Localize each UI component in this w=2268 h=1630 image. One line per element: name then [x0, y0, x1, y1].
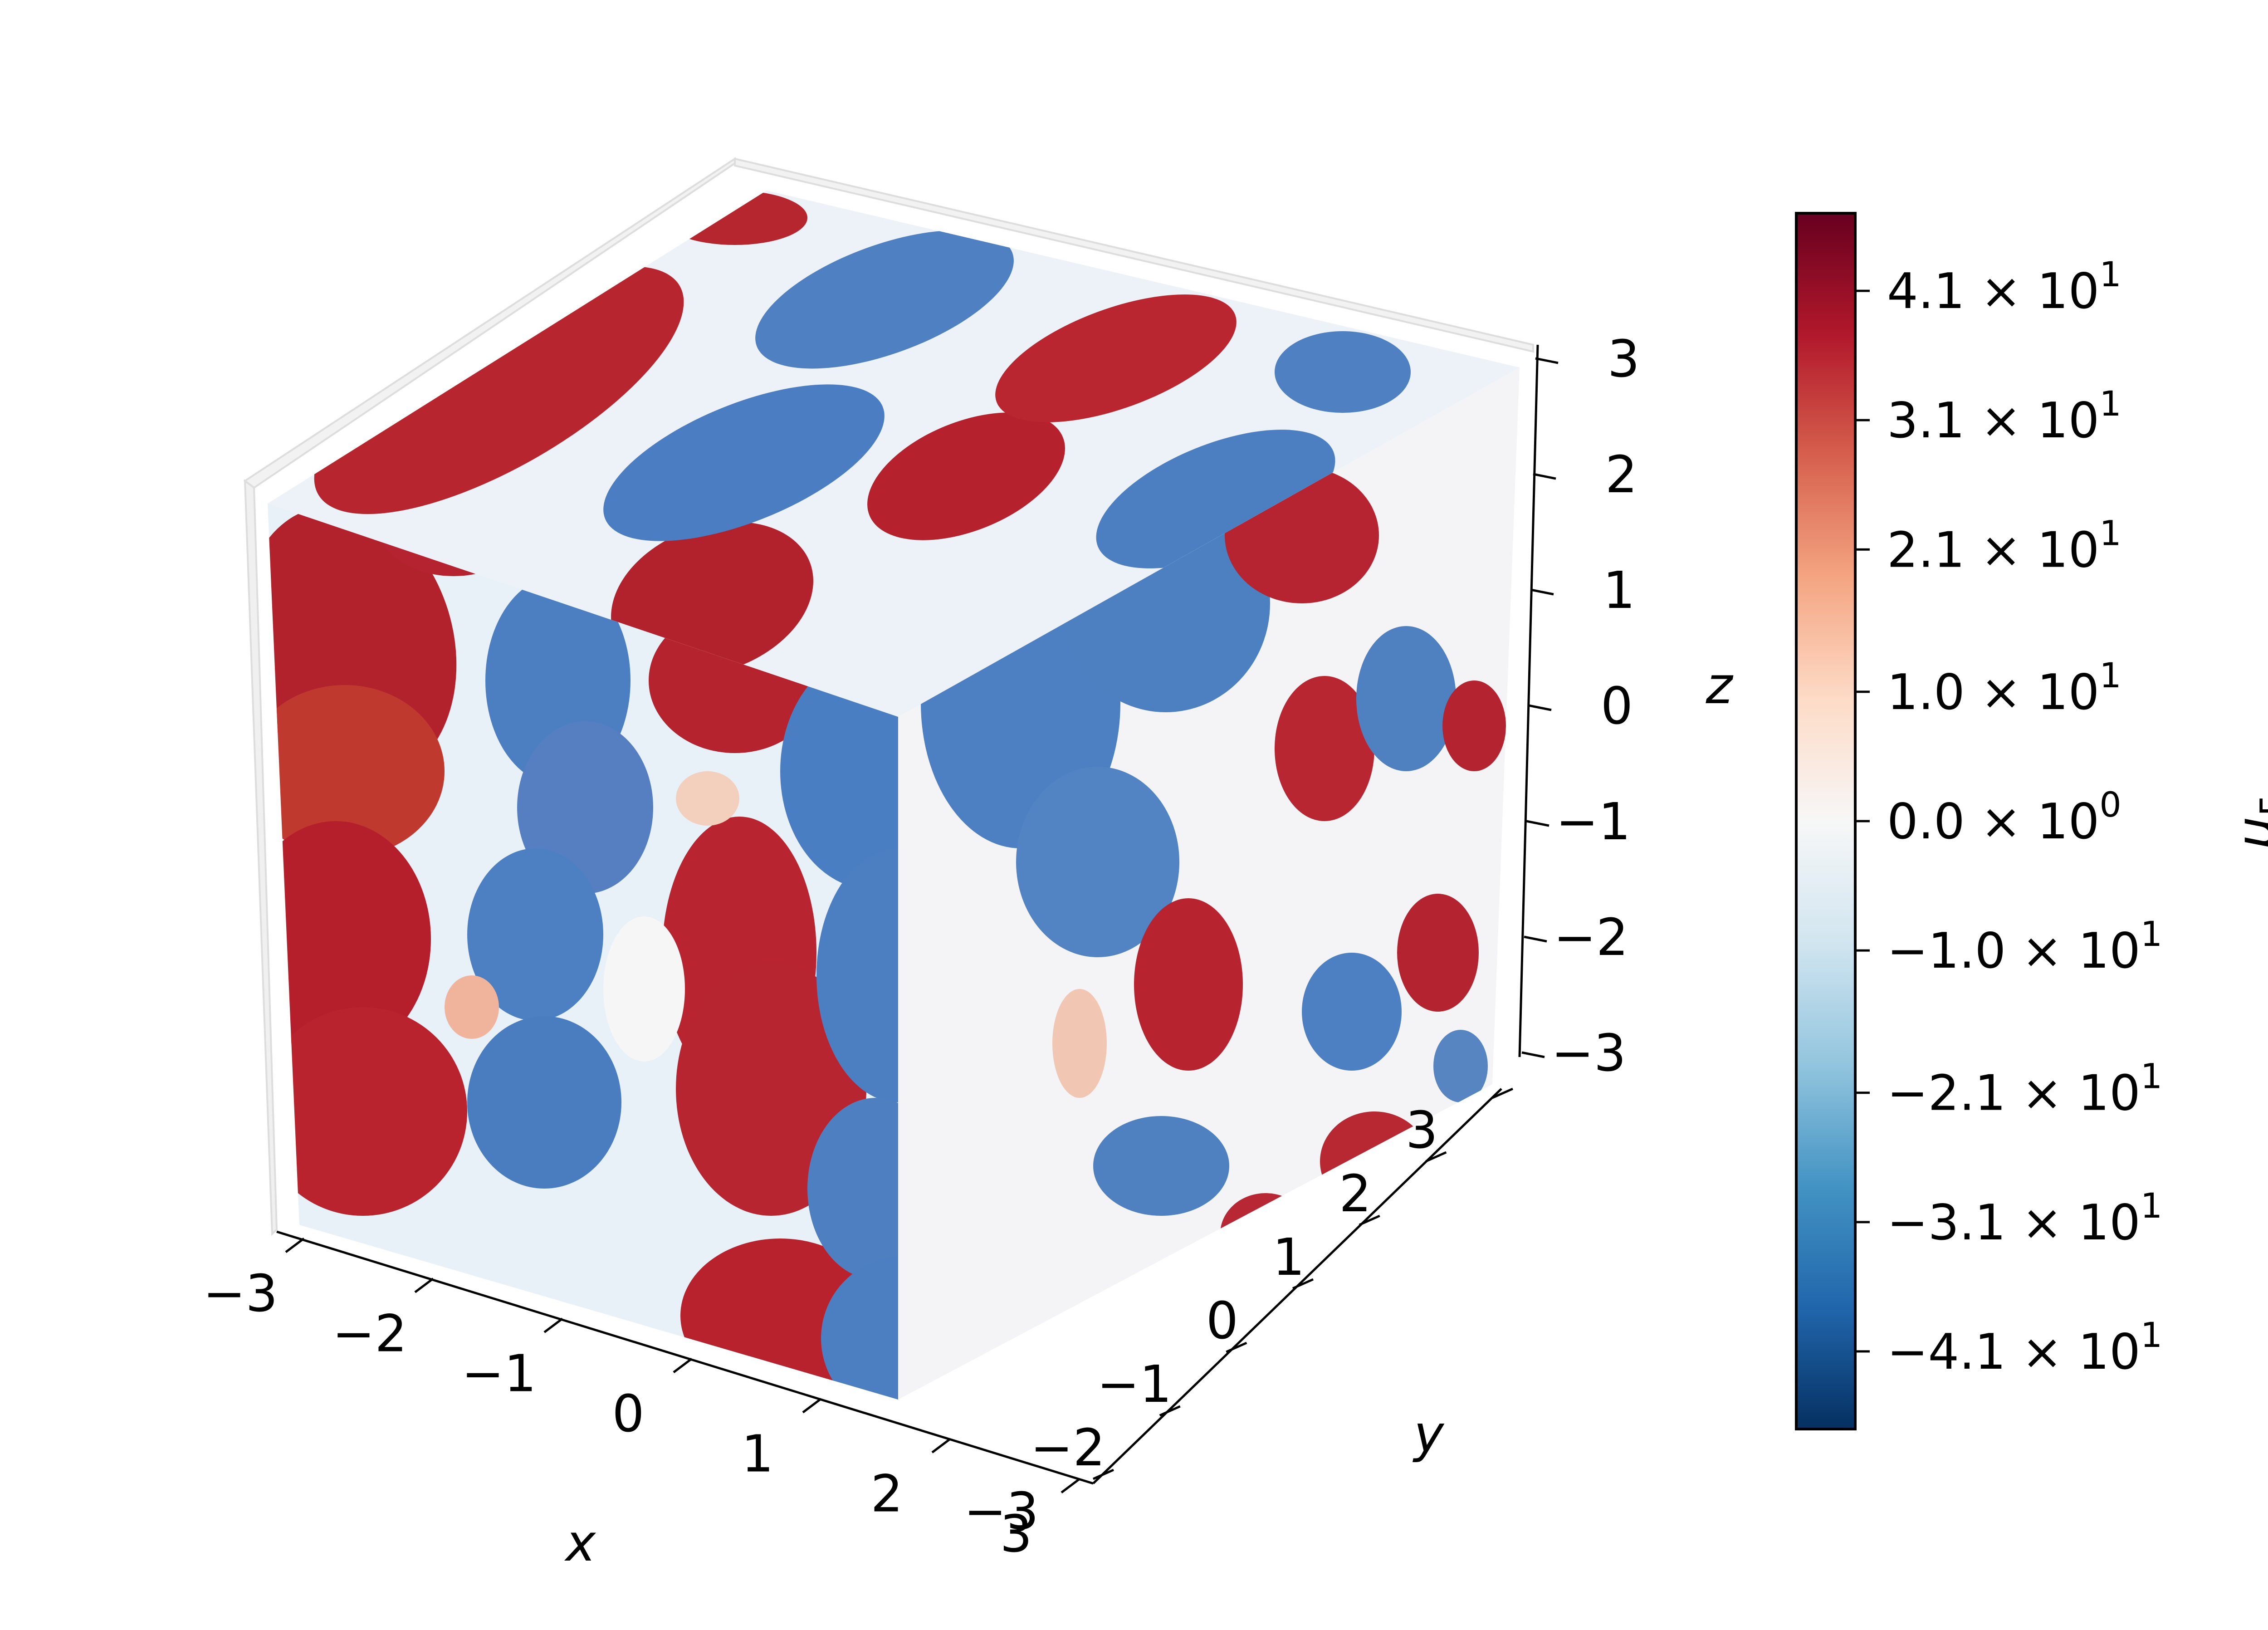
z-tick-mark	[1530, 588, 1554, 596]
z-axis-label: z	[1706, 656, 1734, 715]
colorbar-tick-label: 0.0 × 100	[1887, 784, 2121, 850]
axes-panes	[243, 157, 1534, 1236]
y-tick-label: −1	[1097, 1355, 1172, 1414]
colorbar-label: μ5	[2226, 793, 2268, 850]
colorbar-tick-label: 1.0 × 101	[1887, 655, 2121, 721]
x-tick-mark	[1061, 1478, 1080, 1493]
y-tick-label: 1	[1272, 1228, 1305, 1287]
colorbar-tick-label: −2.1 × 101	[1887, 1056, 2162, 1122]
colorbar-tick-label: 2.1 × 101	[1887, 513, 2121, 578]
colorbar-tick-label: 3.1 × 101	[1887, 383, 2121, 449]
z-tick-mark	[1528, 704, 1552, 711]
y-tick-mark	[1292, 1278, 1314, 1290]
z-axis-line	[1518, 344, 1539, 1057]
y-tick-label: 3	[1406, 1101, 1438, 1160]
z-tick-mark	[1524, 935, 1547, 943]
x-tick-mark	[414, 1278, 434, 1293]
y-tick-mark	[1425, 1151, 1447, 1163]
colorbar-ticks: 4.1 × 101 3.1 × 101 2.1 × 101 1.0 × 101 0.0 …	[1855, 254, 2162, 1380]
x-tick-mark	[931, 1438, 951, 1454]
y-tick-mark	[1092, 1468, 1114, 1480]
z-tick-label: 2	[1605, 445, 1637, 504]
colorbar: 4.1 × 101 3.1 × 101 2.1 × 101 1.0 × 101 0.0 …	[1795, 212, 2268, 1430]
x-tick-label: −3	[203, 1264, 278, 1323]
x-tick-mark	[802, 1398, 822, 1414]
y-tick-label: −3	[964, 1482, 1039, 1541]
z-ticks: −3 −2 −1 0 1 2 3	[1521, 330, 1640, 1083]
z-tick-label: −3	[1551, 1024, 1626, 1083]
y-tick-mark	[1159, 1405, 1181, 1417]
z-tick-label: 1	[1603, 561, 1635, 620]
z-tick-label: −2	[1554, 908, 1628, 967]
y-tick-mark	[1359, 1214, 1380, 1226]
y-tick-mark	[1226, 1341, 1247, 1353]
x-tick-label: 3	[1000, 1505, 1032, 1564]
x-tick-label: 1	[741, 1424, 773, 1483]
colorbar-tick-label: −3.1 × 101	[1887, 1185, 2162, 1251]
x-tick-label: 2	[870, 1465, 903, 1524]
y-tick-label: −2	[1031, 1419, 1105, 1478]
z-tick-mark	[1535, 357, 1559, 364]
z-tick-mark	[1521, 1051, 1545, 1058]
x-tick-mark	[673, 1358, 693, 1373]
x-tick-label: −2	[332, 1304, 407, 1363]
x-axis-label: x	[564, 1514, 596, 1573]
y-tick-mark	[1491, 1087, 1514, 1099]
colorbar-tick-label: −1.0 × 101	[1887, 914, 2162, 979]
colorbar-gradient	[1795, 212, 1857, 1430]
z-tick-label: 3	[1608, 330, 1640, 389]
z-tick-label: 0	[1601, 677, 1633, 736]
y-tick-label: 0	[1206, 1292, 1238, 1351]
x-tick-mark	[543, 1317, 563, 1333]
x-ticks: −3 −2 −1 0 1 2 3	[203, 1238, 1080, 1564]
x-tick-mark	[285, 1238, 305, 1253]
x-tick-label: 0	[612, 1385, 644, 1444]
y-tick-label: 2	[1339, 1165, 1371, 1224]
z-tick-mark	[1526, 820, 1549, 827]
colorbar-tick-label: −4.1 × 101	[1887, 1315, 2162, 1380]
z-tick-mark	[1533, 473, 1556, 480]
x-axis-line	[276, 1230, 1094, 1485]
colorbar-tick-label: 4.1 × 101	[1887, 254, 2121, 320]
z-tick-label: −1	[1556, 793, 1631, 852]
x-tick-label: −1	[461, 1345, 536, 1404]
y-axis-label: y	[1413, 1405, 1445, 1464]
